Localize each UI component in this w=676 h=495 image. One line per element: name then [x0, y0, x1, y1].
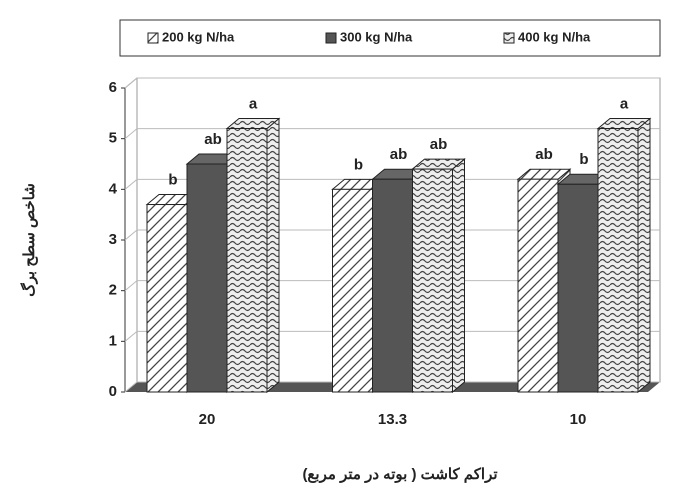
x-tick-label: 20 [199, 411, 216, 428]
y-axis-title: شاخص سطح برگ [20, 183, 38, 297]
bar-side [452, 157, 465, 394]
grid-line [124, 280, 138, 292]
grid-line [124, 128, 138, 140]
bar-annotation: ab [390, 146, 408, 163]
bar-annotation: ab [535, 146, 553, 163]
bar [412, 168, 453, 393]
legend-box [119, 19, 661, 57]
grid-line [124, 229, 138, 241]
grid-line [124, 178, 138, 190]
y-tick-label: 5 [109, 130, 117, 147]
bar [226, 128, 268, 393]
y-tick-label: 6 [109, 79, 117, 96]
grid-line [124, 77, 138, 89]
bar [372, 178, 413, 393]
bar-annotation: a [249, 96, 258, 113]
grid-line [124, 381, 138, 393]
bar [517, 178, 559, 393]
legend-text: 300 kg N/ha [340, 29, 413, 44]
bar [146, 204, 188, 393]
bar-annotation: b [579, 151, 588, 168]
x-tick-label: 10 [570, 411, 587, 428]
legend-swatch [325, 32, 337, 44]
legend-swatch [147, 32, 159, 44]
y-tick-label: 0 [109, 383, 117, 400]
bar [597, 128, 639, 393]
x-axis-title: تراکم کاشت ( بوته در متر مربع) [302, 466, 497, 483]
bar-side [266, 117, 280, 394]
legend-swatch [503, 32, 515, 44]
bar-annotation: a [620, 96, 629, 113]
bar [332, 188, 373, 393]
legend-text: 200 kg N/ha [162, 29, 235, 44]
legend-text: 400 kg N/ha [518, 29, 591, 44]
bar-annotation: ab [430, 136, 448, 153]
bar-side [637, 117, 651, 394]
bar-annotation: b [354, 156, 363, 173]
legend: 200 kg N/ha 300 kg N/ha 400 kg N/ha [147, 29, 591, 44]
x-tick-label: 13.3 [378, 411, 407, 428]
y-tick-label: 1 [109, 332, 117, 349]
bar [186, 163, 228, 393]
bar [557, 183, 599, 393]
bar-annotation: ab [204, 131, 222, 148]
grid-line [124, 330, 138, 342]
bar-annotation: b [168, 172, 177, 189]
y-tick-label: 3 [109, 231, 117, 248]
y-tick-label: 4 [109, 180, 118, 197]
y-tick-label: 2 [109, 282, 117, 299]
